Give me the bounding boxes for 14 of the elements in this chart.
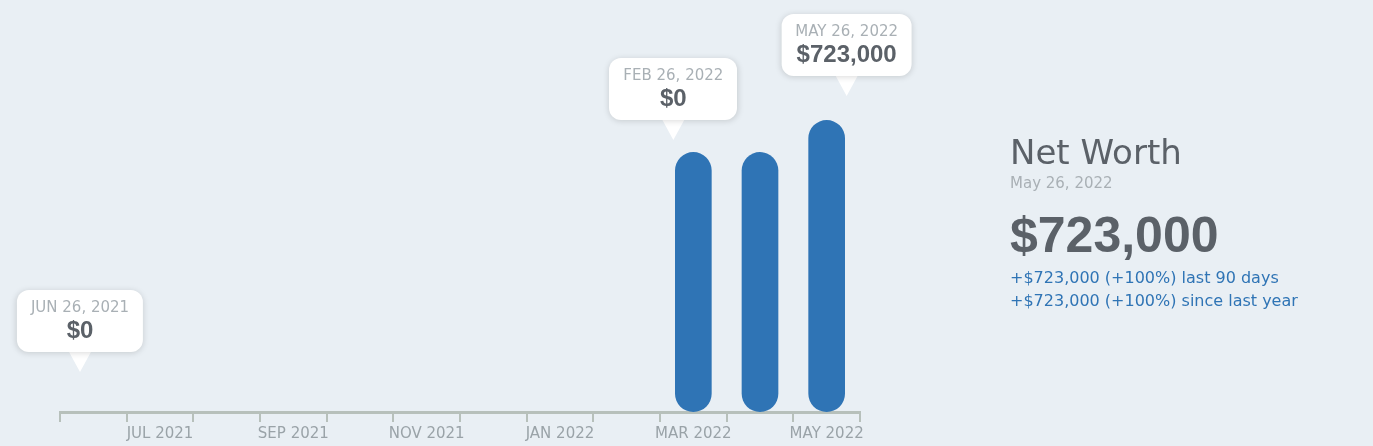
x-tick-label: SEP 2021 [257, 423, 329, 442]
x-tick-label: NOV 2021 [388, 423, 465, 442]
text: Net Worth [1010, 132, 1183, 172]
x-tick-label: MAY 2022 [789, 423, 864, 442]
x-tick-label: MAR 2022 [655, 423, 732, 442]
annotation: MAY 26, 2022 $723,000 [795, 22, 899, 68]
text: $723,000 [1010, 206, 1220, 264]
text: +$723,000 (+100%) since last year [1010, 291, 1298, 310]
x-tick-label: JAN 2022 [524, 423, 595, 442]
x-tick-label: JUL 2021 [125, 423, 194, 442]
text: May 26, 2022 [1010, 174, 1114, 192]
text: FEB 26, 2022 $0 [623, 66, 724, 112]
annotation: JUN 26, 2021 $0 [30, 298, 130, 344]
text: +$723,000 (+100%) last 90 days [1010, 268, 1280, 287]
